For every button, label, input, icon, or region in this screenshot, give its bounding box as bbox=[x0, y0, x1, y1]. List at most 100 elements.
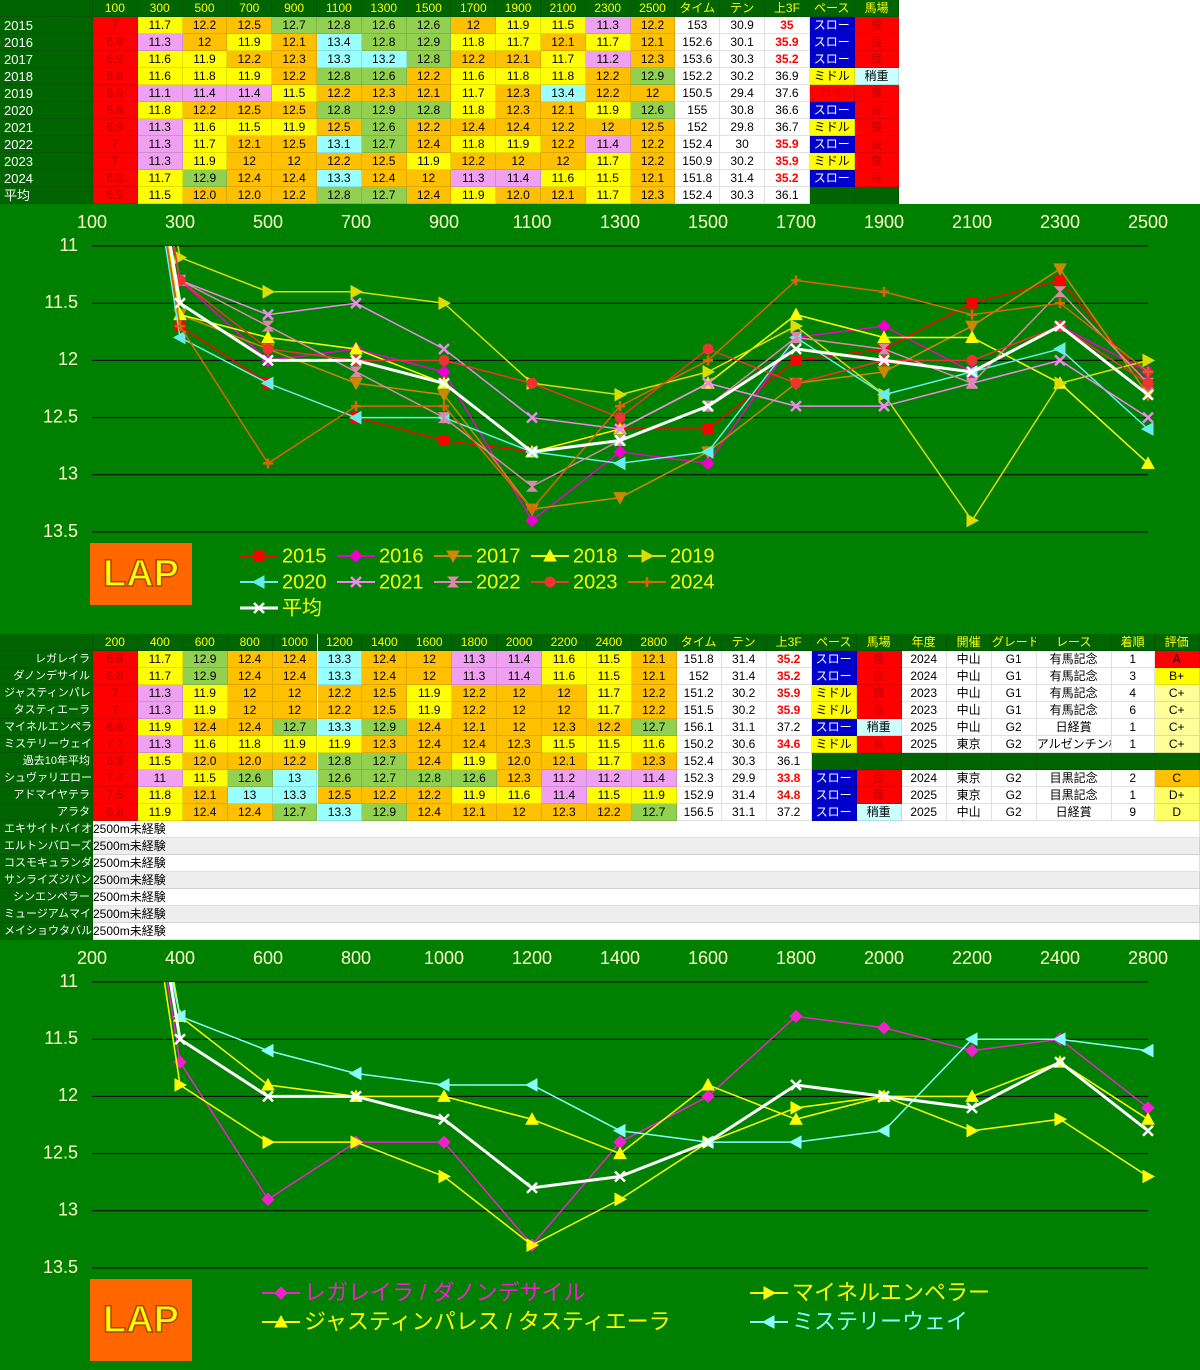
table-cell: 11.9 bbox=[272, 736, 318, 753]
table-cell: 11.3 bbox=[451, 170, 497, 187]
row-label: 2018 bbox=[0, 68, 93, 85]
table-cell: 12 bbox=[497, 702, 542, 719]
table-cell: 2023 bbox=[901, 685, 947, 702]
x-tick-label: 500 bbox=[253, 212, 283, 232]
table-cell: ミドル bbox=[811, 685, 857, 702]
x-tick-label: 300 bbox=[165, 212, 195, 232]
data-point bbox=[789, 332, 803, 344]
chart-background bbox=[0, 940, 1200, 1370]
data-point bbox=[878, 354, 890, 367]
table-cell: 12.4 bbox=[272, 170, 317, 187]
table-cell: 12.2 bbox=[317, 153, 362, 170]
data-point bbox=[614, 387, 628, 402]
row-label: 2015 bbox=[0, 17, 93, 34]
table-cell: 12.9 bbox=[362, 804, 408, 821]
table-cell: 11.5 bbox=[586, 787, 632, 804]
data-point bbox=[174, 1033, 186, 1046]
table-cell: 有馬記念 bbox=[1036, 651, 1112, 668]
table-cell: 12.8 bbox=[317, 753, 363, 770]
table-cell: 良 bbox=[856, 787, 902, 804]
column-header: 開催 bbox=[946, 634, 992, 651]
corner-cell bbox=[0, 634, 93, 651]
table-cell: 11.4 bbox=[585, 136, 631, 153]
column-header: 600 bbox=[182, 634, 228, 651]
row-label: ミステリーウェイ bbox=[0, 736, 93, 753]
legend-label: 2016 bbox=[379, 545, 424, 567]
blank-cell bbox=[1111, 753, 1155, 770]
table-cell: G1 bbox=[991, 685, 1037, 702]
table-cell: 11.4 bbox=[497, 651, 542, 668]
legend-item: 2018 bbox=[531, 545, 618, 567]
row-label: 2016 bbox=[0, 34, 93, 51]
table-cell: 151.8 bbox=[676, 651, 722, 668]
table-cell: 12.4 bbox=[227, 170, 273, 187]
legend-marker bbox=[544, 576, 556, 588]
table-cell: 良 bbox=[856, 736, 902, 753]
table-cell: 12.3 bbox=[497, 770, 542, 787]
table-cell: 11.3 bbox=[137, 153, 183, 170]
column-header: 1000 bbox=[272, 634, 318, 651]
table-cell: 12.2 bbox=[182, 17, 228, 34]
table-cell: 12.1 bbox=[496, 51, 541, 68]
table-cell: 12.1 bbox=[541, 187, 586, 204]
row-label: 2017 bbox=[0, 51, 93, 68]
table-cell: 152.3 bbox=[676, 770, 722, 787]
table-cell: 13.4 bbox=[317, 34, 362, 51]
table-cell: 30.3 bbox=[721, 753, 767, 770]
table-cell: 35 bbox=[765, 17, 810, 34]
table-cell: 11.7 bbox=[182, 136, 228, 153]
column-header: 2500 bbox=[630, 0, 676, 17]
table-cell: 11.9 bbox=[182, 51, 228, 68]
table-cell: 2024 bbox=[901, 770, 947, 787]
table-cell: 12 bbox=[451, 17, 497, 34]
table-cell: 12.7 bbox=[361, 136, 407, 153]
table-cell: 151.2 bbox=[676, 685, 722, 702]
table-cell: 12.2 bbox=[272, 187, 317, 204]
blank-cell bbox=[809, 187, 855, 204]
table-cell: 11.6 bbox=[631, 736, 677, 753]
table-cell: 2024 bbox=[901, 651, 947, 668]
legend-marker bbox=[274, 1286, 288, 1300]
table-cell: 有馬記念 bbox=[1036, 685, 1112, 702]
legend-label: 2023 bbox=[573, 571, 618, 593]
y-tick-label: 11.5 bbox=[44, 1028, 78, 1048]
table-cell: 13 bbox=[272, 770, 318, 787]
legend-item: 2017 bbox=[434, 545, 521, 567]
table-cell: 11.9 bbox=[227, 34, 273, 51]
table-cell: 11.9 bbox=[137, 804, 183, 821]
table-cell: 11.2 bbox=[586, 770, 632, 787]
logo-box bbox=[90, 543, 192, 605]
table-cell: ミドル bbox=[811, 702, 857, 719]
table-cell: 36.1 bbox=[766, 753, 812, 770]
table-cell: 11.3 bbox=[137, 119, 183, 136]
table-cell: 良 bbox=[856, 702, 902, 719]
data-point bbox=[1054, 376, 1068, 391]
table-cell: 12.9 bbox=[406, 34, 452, 51]
table-cell: 31.4 bbox=[721, 651, 767, 668]
table-cell: 12.7 bbox=[362, 753, 408, 770]
table-cell: 30.3 bbox=[720, 51, 765, 68]
data-point bbox=[261, 1077, 275, 1091]
data-point bbox=[348, 1066, 362, 1081]
table-cell: 12.4 bbox=[272, 668, 318, 685]
table-cell: 12.1 bbox=[630, 170, 676, 187]
table-cell: 11.9 bbox=[182, 702, 228, 719]
data-point bbox=[790, 377, 802, 389]
table-cell: 12 bbox=[542, 685, 587, 702]
data-point bbox=[966, 354, 978, 366]
data-point bbox=[966, 297, 978, 309]
table-cell: C bbox=[1154, 770, 1200, 787]
table-cell: 12 bbox=[272, 685, 318, 702]
table-cell: 良 bbox=[854, 170, 900, 187]
table-cell: C+ bbox=[1154, 736, 1200, 753]
table-cell: 良 bbox=[854, 119, 900, 136]
table-cell: 11.6 bbox=[182, 119, 228, 136]
table-cell: 12.4 bbox=[272, 651, 318, 668]
legend-item: 2022 bbox=[434, 571, 521, 593]
data-point bbox=[615, 401, 625, 412]
table-cell: 1 bbox=[1111, 736, 1155, 753]
data-point bbox=[1053, 286, 1067, 298]
column-header: 2000 bbox=[497, 634, 542, 651]
data-point bbox=[966, 1123, 980, 1138]
table-cell: 12.8 bbox=[317, 17, 362, 34]
